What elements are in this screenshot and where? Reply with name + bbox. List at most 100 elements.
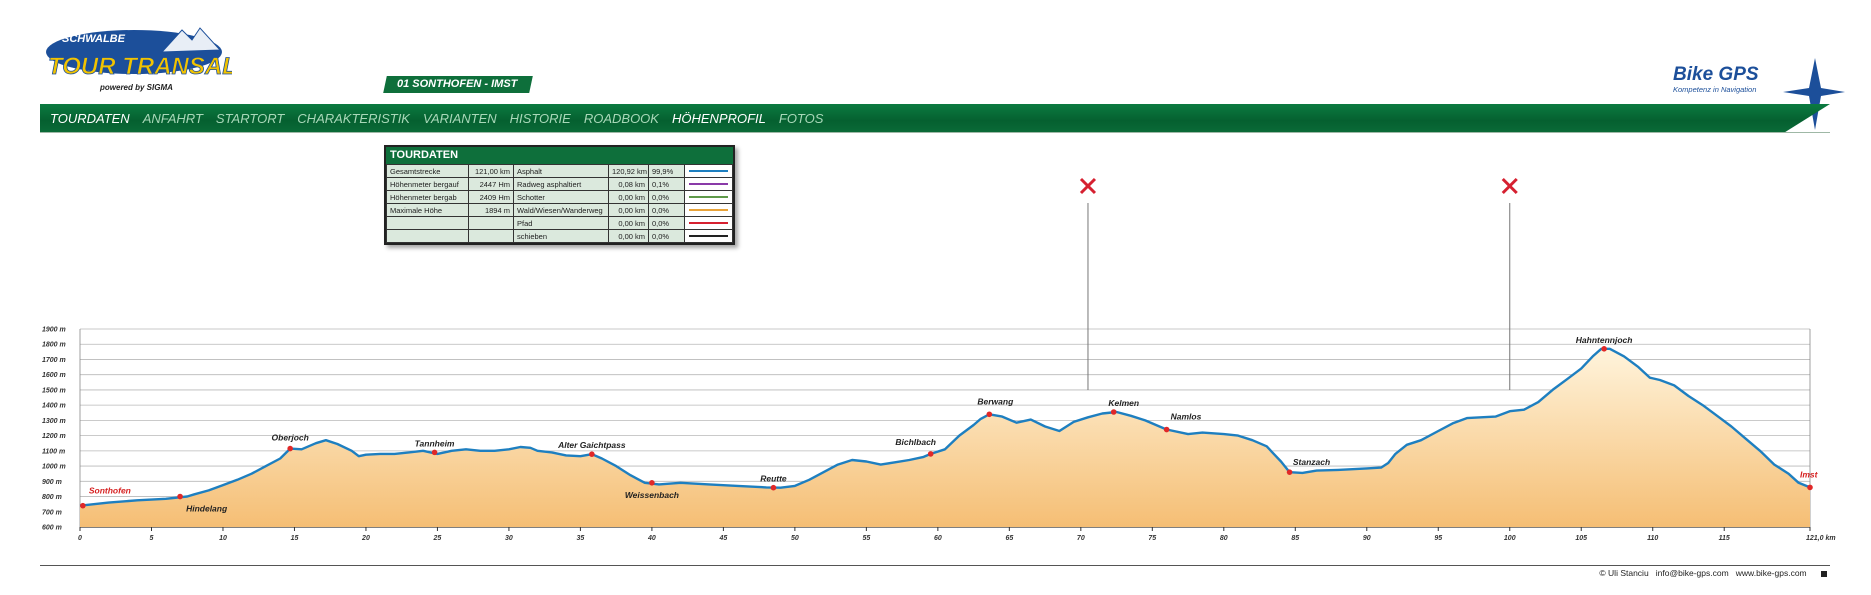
tourdaten-label: Höhenmeter bergab <box>386 190 469 204</box>
x-tick-label: 20 <box>361 535 370 542</box>
footer-divider <box>40 565 1830 566</box>
svg-text:powered by SIGMA: powered by SIGMA <box>99 83 173 92</box>
place-label: Hahntennjoch <box>1576 335 1633 345</box>
footer-web[interactable]: www.bike-gps.com <box>1735 568 1807 578</box>
tourdaten-surface-km: 0,00 km <box>608 216 649 230</box>
place-labels: Sonthofen Hindelang Oberjoch Tannheim Alter … <box>80 335 1819 514</box>
x-tick-label: 90 <box>1363 535 1371 542</box>
place-marker <box>80 502 86 509</box>
x-tick-label: 80 <box>1220 535 1228 542</box>
x-tick-label: 100 <box>1504 535 1516 542</box>
tourdaten-title: TOURDATEN <box>386 147 733 164</box>
tourdaten-value <box>468 216 514 230</box>
y-tick-label: 1300 m <box>42 418 66 425</box>
tourdaten-table: Gesamtstrecke 121,00 km Asphalt 120,92 km 99… <box>386 164 733 243</box>
place-marker <box>589 451 595 457</box>
x-tick-label: 10 <box>219 535 227 542</box>
tourdaten-row: schieben 0,00 km 0,0% <box>386 229 733 243</box>
x-tick-label: 40 <box>647 535 656 542</box>
place-marker <box>1807 484 1813 491</box>
elevation-line <box>79 347 1811 507</box>
place-marker <box>1286 469 1293 475</box>
place-label: Stanzach <box>1293 457 1330 467</box>
footer-square-icon <box>1821 570 1827 577</box>
y-axis: 600 m 700 m 800 m 900 m 1000 m 1100 m 1200 m 13… <box>42 327 66 532</box>
tourdaten-surface: Radweg asphaltiert <box>513 177 609 191</box>
nav-divider <box>40 132 1830 133</box>
tourdaten-panel: TOURDATEN Gesamtstrecke 121,00 km Asphalt 1… <box>384 145 735 245</box>
tourdaten-surface-pct: 0,0% <box>648 229 685 243</box>
x-tick-label: 45 <box>718 535 727 542</box>
x-tick-label: 115 <box>1719 535 1730 542</box>
footer: © Uli Stanciu info@bike-gps.com www.bike… <box>1599 568 1827 578</box>
place-label: Reutte <box>760 474 787 484</box>
footer-copyright: © Uli Stanciu <box>1599 568 1649 578</box>
nav-tourdaten[interactable]: TOURDATEN <box>50 110 130 126</box>
place-label: Oberjoch <box>272 433 309 443</box>
x-tick-label: 105 <box>1575 535 1587 542</box>
tourdaten-surface: schieben <box>513 229 609 243</box>
tourdaten-surface: Pfad <box>513 216 609 230</box>
x-tick-label: 60 <box>934 535 942 542</box>
place-marker <box>1601 346 1607 352</box>
nav-startort[interactable]: STARTORT <box>215 110 285 126</box>
nav-charakteristik[interactable]: CHARAKTERISTIK <box>297 110 410 126</box>
x-tick-label: 95 <box>1434 535 1442 542</box>
y-tick-label: 900 m <box>42 479 62 486</box>
tourdaten-surface-pct: 0,1% <box>648 177 685 191</box>
place-label: Weissenbach <box>625 490 679 500</box>
place-label: Bichlbach <box>895 437 936 447</box>
place-marker <box>431 449 438 456</box>
x-tick-label: 5 <box>150 535 154 542</box>
place-marker <box>770 484 777 491</box>
x-tick-label: 110 <box>1647 535 1658 542</box>
tourdaten-row: Pfad 0,00 km 0,0% <box>386 216 733 230</box>
y-tick-label: 1000 m <box>42 464 66 471</box>
nav-varianten[interactable]: VARIANTEN <box>422 110 497 126</box>
x-tick-label: 30 <box>505 535 513 542</box>
y-tick-label: 1900 m <box>42 327 66 334</box>
y-tick-label: 800 m <box>42 494 62 501</box>
svg-text:SCHWALBE: SCHWALBE <box>62 33 126 45</box>
surface-color-swatch <box>684 164 733 178</box>
nav-roadbook[interactable]: ROADBOOK <box>583 110 659 126</box>
place-label: Berwang <box>977 396 1014 406</box>
surface-color-swatch <box>684 229 733 243</box>
tourdaten-surface-km: 0,00 km <box>608 190 649 204</box>
bike-gps-logo: Bike GPS Kompetenz in Navigation <box>1673 58 1845 130</box>
y-tick-label: 700 m <box>42 509 62 516</box>
x-axis: 0 5 10 15 20 25 30 35 40 45 50 55 60 65 70 75 80 85 90 95 10… <box>78 527 1836 542</box>
svg-text:Bike GPS: Bike GPS <box>1673 64 1759 85</box>
tourdaten-value <box>468 229 514 243</box>
place-marker <box>1163 426 1170 433</box>
place-label: Alter Gaichtpass <box>557 440 626 450</box>
svg-text:TOUR TRANSALP: TOUR TRANSALP <box>48 53 232 80</box>
x-tick-label: 65 <box>1005 535 1013 542</box>
tourdaten-surface-km: 0,00 km <box>608 229 649 243</box>
place-label: Kelmen <box>1108 398 1139 408</box>
schwalbe-tour-transalp-logo: SCHWALBE TOUR TRANSALP powered by SIGMA <box>46 27 232 92</box>
x-tick-label: 35 <box>577 535 585 542</box>
nav-fotos[interactable]: FOTOS <box>778 110 824 126</box>
nav-historie[interactable]: HISTORIE <box>509 110 571 126</box>
tourdaten-surface-pct: 0,0% <box>648 216 685 230</box>
place-marker <box>986 411 993 418</box>
y-tick-label: 600 m <box>42 525 62 532</box>
surface-color-swatch <box>684 190 733 204</box>
main-nav: TOURDATEN ANFAHRT STARTORT CHARAKTERISTI… <box>40 104 1830 132</box>
footer-email[interactable]: info@bike-gps.com <box>1655 568 1729 578</box>
x-tick-label: 70 <box>1077 535 1085 542</box>
place-label: Hindelang <box>186 504 228 514</box>
place-marker <box>177 493 183 500</box>
tourdaten-row: Gesamtstrecke 121,00 km Asphalt 120,92 km 99… <box>386 164 733 178</box>
tourdaten-value: 2409 Hm <box>468 190 514 204</box>
x-tick-label: 55 <box>862 535 870 542</box>
svg-text:Kompetenz in Navigation: Kompetenz in Navigation <box>1673 85 1756 94</box>
x-tick-label: 75 <box>1148 535 1156 542</box>
nav-anfahrt[interactable]: ANFAHRT <box>142 110 203 126</box>
place-marker <box>1110 409 1117 415</box>
y-tick-label: 1200 m <box>42 433 66 440</box>
x-tick-label: 0 <box>78 535 82 542</box>
nav-hoehenprofil[interactable]: HÖHENPROFIL <box>671 110 766 126</box>
